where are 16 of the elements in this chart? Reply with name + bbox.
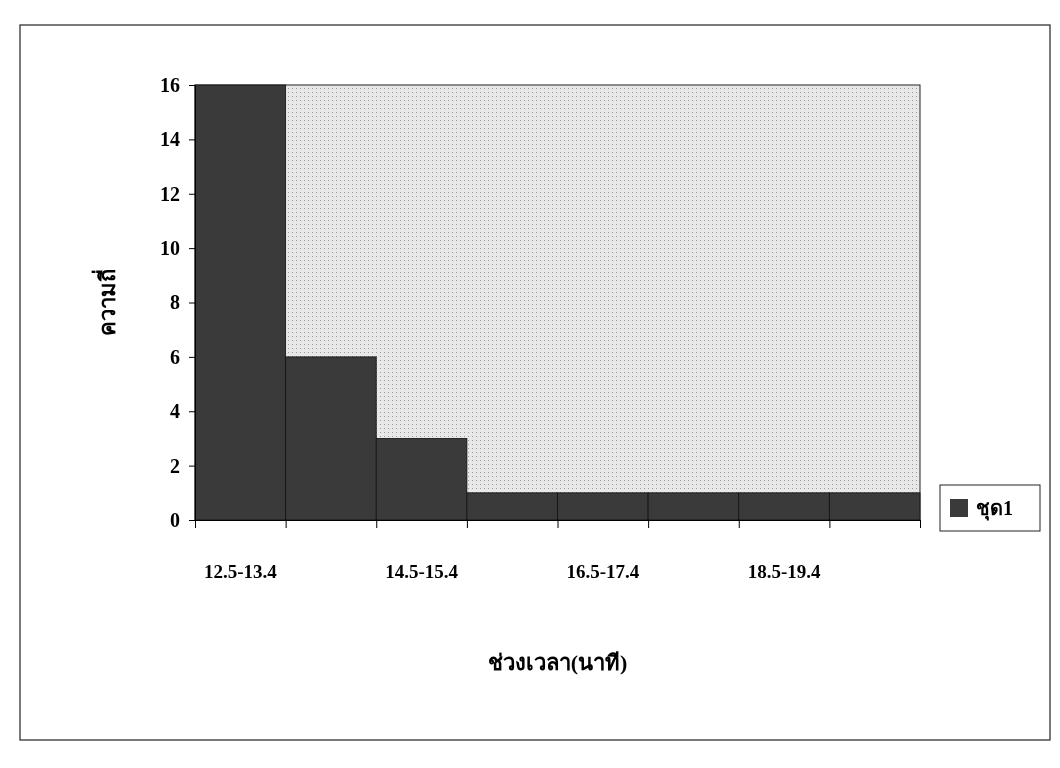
y-tick-label: 8 [170, 291, 180, 314]
y-tick-label: 2 [170, 454, 180, 477]
y-tick-label: 6 [170, 345, 180, 368]
x-tick-label: 14.5-15.4 [385, 561, 459, 582]
legend-label: ชุด1 [976, 497, 1013, 521]
y-tick-label: 16 [160, 73, 180, 96]
y-axis-title: ความถี่ [91, 269, 120, 336]
y-tick-label: 14 [160, 128, 180, 151]
y-tick-label: 12 [160, 182, 180, 205]
x-tick-label: 16.5-17.4 [566, 561, 640, 582]
y-tick-label: 10 [160, 237, 180, 260]
x-tick-label: 18.5-19.4 [747, 561, 821, 582]
x-tick-label: 12.5-13.4 [203, 561, 278, 582]
x-axis-title: ช่วงเวลา(นาที) [487, 650, 628, 675]
y-tick-label: 4 [170, 400, 180, 423]
y-tick-label: 0 [170, 508, 180, 531]
